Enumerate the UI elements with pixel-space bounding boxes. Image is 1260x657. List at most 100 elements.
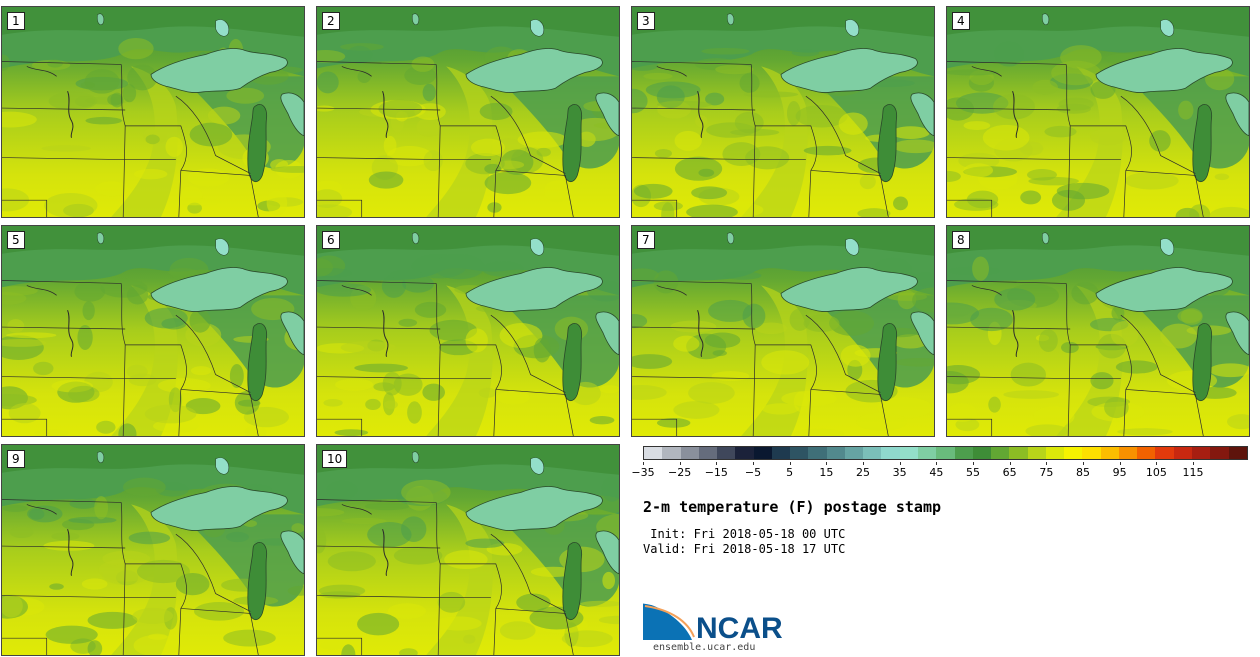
- colorbar-swatch: [881, 447, 900, 459]
- colorbar-swatch: [662, 447, 681, 459]
- colorbar-tick-label: 75: [1039, 466, 1054, 479]
- init-time: Init: Fri 2018-05-18 00 UTC: [643, 527, 846, 541]
- colorbar-tick: [753, 462, 754, 465]
- colorbar-tick: [789, 462, 791, 465]
- colorbar-tick: [643, 462, 644, 465]
- chart-title: 2-m temperature (F) postage stamp: [643, 498, 942, 516]
- temperature-map: [2, 445, 304, 655]
- colorbar-tick: [1119, 462, 1121, 465]
- colorbar-tick-label: −5: [744, 466, 762, 479]
- colorbar-tick-label: 5: [786, 466, 794, 479]
- member-label: 9: [7, 450, 25, 468]
- colorbar-tick: [1046, 462, 1048, 465]
- member-label: 10: [322, 450, 348, 468]
- temperature-map: [317, 445, 619, 655]
- colorbar-swatch: [1155, 447, 1174, 459]
- temperature-map: [317, 226, 619, 436]
- colorbar-swatch: [1210, 447, 1229, 459]
- stamp-panel-3: 3: [631, 6, 935, 218]
- ncar-logo-text: NCAR: [696, 612, 783, 642]
- colorbar-swatch: [899, 447, 918, 459]
- colorbar-swatch: [790, 447, 809, 459]
- stamp-panel-6: 6: [316, 225, 620, 437]
- colorbar-tick-label: −25: [668, 466, 692, 479]
- member-label: 4: [952, 12, 970, 30]
- colorbar-tick: [1156, 462, 1158, 465]
- member-label: 6: [322, 231, 340, 249]
- colorbar-tick-label: 115: [1182, 466, 1204, 479]
- stamp-panel-2: 2: [316, 6, 620, 218]
- temperature-map: [2, 226, 304, 436]
- colorbar-swatch: [1118, 447, 1138, 459]
- valid-time: Valid: Fri 2018-05-18 17 UTC: [643, 542, 846, 556]
- colorbar-swatch: [936, 447, 955, 459]
- colorbar-tick-label: 105: [1145, 466, 1167, 479]
- temperature-map: [317, 7, 619, 217]
- temperature-map: [947, 226, 1249, 436]
- colorbar-tick: [863, 462, 864, 465]
- temperature-map: [632, 226, 934, 436]
- temperature-map: [632, 7, 934, 217]
- colorbar-tick-labels: −35 −25 −15 −5 5 15 25 35 45 55 65 75 85 95 105 115: [631, 462, 1248, 480]
- colorbar-swatch: [644, 447, 663, 459]
- member-label: 1: [7, 12, 25, 30]
- member-label: 7: [637, 231, 655, 249]
- colorbar-swatch: [826, 447, 845, 459]
- colorbar-tick: [1083, 462, 1084, 465]
- colorbar-tick-label: 35: [892, 466, 907, 479]
- colorbar-tick-label: 85: [1076, 466, 1090, 479]
- temperature-colorbar: [643, 446, 1248, 460]
- colorbar-swatch: [991, 447, 1010, 459]
- colorbar-tick: [899, 462, 901, 465]
- stamp-panel-10: 10: [316, 444, 620, 656]
- colorbar-swatch: [1009, 447, 1028, 459]
- member-label: 2: [322, 12, 340, 30]
- colorbar-swatch: [972, 447, 992, 459]
- stamp-panel-8: 8: [946, 225, 1250, 437]
- stamp-panel-4: 4: [946, 6, 1250, 218]
- colorbar-tick-label: −15: [704, 466, 728, 479]
- ncar-logo: NCAR: [642, 600, 783, 642]
- colorbar-tick: [936, 462, 938, 465]
- colorbar-tick-label: 45: [929, 466, 944, 479]
- colorbar-swatch: [698, 447, 718, 459]
- colorbar-swatch: [1137, 447, 1156, 459]
- colorbar-swatch: [735, 447, 754, 459]
- stamp-panel-9: 9: [1, 444, 305, 656]
- temperature-map: [947, 7, 1249, 217]
- colorbar-tick: [973, 462, 974, 465]
- colorbar-swatch: [717, 447, 736, 459]
- temperature-map: [2, 7, 304, 217]
- colorbar-swatch: [844, 447, 864, 459]
- stamp-panel-7: 7: [631, 225, 935, 437]
- colorbar-swatch: [1082, 447, 1101, 459]
- colorbar-swatch: [1045, 447, 1065, 459]
- colorbar-tick-label: −35: [631, 466, 655, 479]
- colorbar-swatch: [1228, 447, 1247, 459]
- member-label: 3: [637, 12, 655, 30]
- colorbar-swatch: [680, 447, 699, 459]
- colorbar-tick-label: 25: [856, 466, 870, 479]
- stamp-panel-1: 1: [1, 6, 305, 218]
- colorbar-swatch: [917, 447, 937, 459]
- colorbar-tick: [1193, 462, 1194, 465]
- colorbar-swatch: [771, 447, 791, 459]
- colorbar-swatch: [1191, 447, 1211, 459]
- colorbar-tick-label: 65: [1002, 466, 1017, 479]
- colorbar-swatch: [954, 447, 973, 459]
- colorbar-swatch: [1064, 447, 1083, 459]
- member-label: 8: [952, 231, 970, 249]
- colorbar-tick: [1009, 462, 1011, 465]
- colorbar-tick: [716, 462, 718, 465]
- colorbar-swatch: [1173, 447, 1192, 459]
- colorbar-swatch: [1027, 447, 1046, 459]
- colorbar-tick-label: 15: [819, 466, 834, 479]
- colorbar-swatch: [808, 447, 827, 459]
- colorbar-swatch: [753, 447, 772, 459]
- colorbar-swatch: [863, 447, 882, 459]
- colorbar-tick: [679, 462, 681, 465]
- colorbar-swatch: [1100, 447, 1119, 459]
- colorbar-tick-label: 95: [1112, 466, 1127, 479]
- colorbar-tick: [826, 462, 828, 465]
- logo-url: ensemble.ucar.edu: [653, 642, 756, 653]
